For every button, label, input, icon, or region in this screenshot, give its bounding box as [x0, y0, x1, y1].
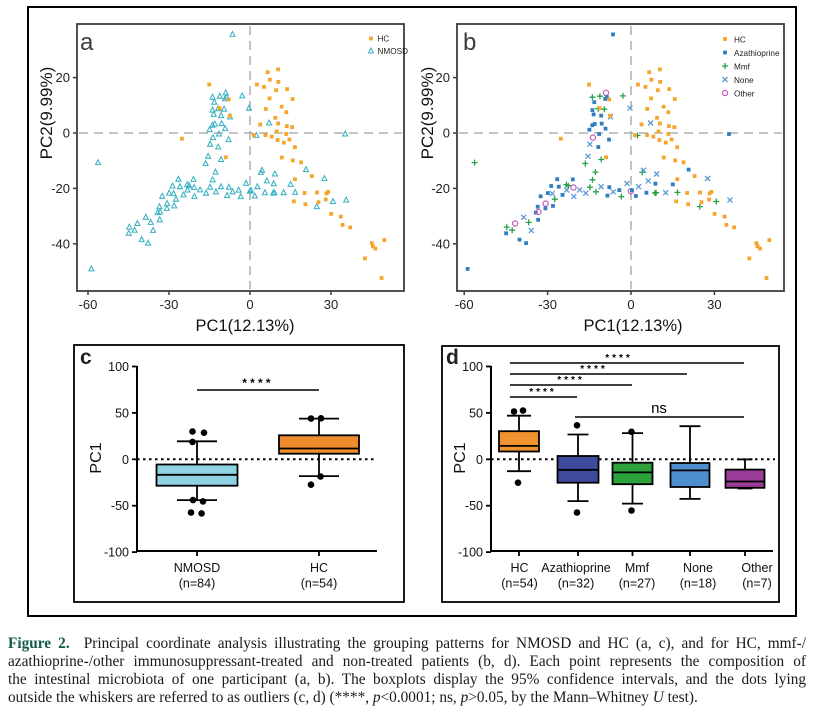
svg-text:-100: -100	[104, 546, 129, 560]
svg-text:-60: -60	[455, 297, 474, 312]
svg-text:None: None	[683, 561, 713, 575]
svg-text:0: 0	[627, 297, 634, 312]
svg-text:0: 0	[476, 453, 483, 467]
svg-text:Azathioprine: Azathioprine	[541, 561, 611, 575]
svg-text:****: ****	[242, 376, 273, 390]
svg-text:-60: -60	[79, 297, 98, 312]
svg-text:50: 50	[115, 406, 129, 420]
svg-text:0: 0	[443, 126, 450, 141]
svg-text:50: 50	[469, 406, 483, 420]
svg-text:-50: -50	[465, 499, 483, 513]
svg-text:PC1(12.13%): PC1(12.13%)	[195, 317, 294, 335]
svg-text:20: 20	[436, 70, 450, 85]
svg-text:-20: -20	[51, 181, 70, 196]
svg-text:PC2(9.99%): PC2(9.99%)	[37, 67, 56, 160]
svg-text:-100: -100	[458, 546, 483, 560]
svg-text:(n=54): (n=54)	[501, 577, 537, 591]
svg-text:(n=7): (n=7)	[742, 577, 772, 591]
svg-text:0: 0	[63, 126, 70, 141]
svg-text:30: 30	[707, 297, 721, 312]
svg-text:****: ****	[580, 364, 608, 375]
svg-text:c: c	[80, 346, 92, 369]
svg-text:0: 0	[122, 453, 129, 467]
svg-text:a: a	[80, 29, 94, 56]
svg-text:0: 0	[246, 297, 253, 312]
svg-text:None: None	[734, 76, 754, 85]
svg-text:****: ****	[557, 375, 585, 386]
svg-text:HC: HC	[310, 561, 328, 575]
svg-text:****: ****	[605, 353, 633, 364]
svg-text:100: 100	[462, 360, 483, 374]
svg-text:100: 100	[108, 360, 129, 374]
svg-text:-30: -30	[160, 297, 179, 312]
svg-text:PC1(12.13%): PC1(12.13%)	[583, 317, 682, 335]
svg-text:(n=27): (n=27)	[619, 577, 655, 591]
svg-text:ns: ns	[651, 400, 667, 417]
svg-text:(n=84): (n=84)	[179, 577, 215, 591]
svg-text:(n=18): (n=18)	[680, 577, 716, 591]
svg-text:(n=54): (n=54)	[301, 577, 337, 591]
svg-text:30: 30	[324, 297, 338, 312]
svg-text:PC1: PC1	[88, 442, 105, 473]
svg-text:Mmf: Mmf	[734, 63, 751, 72]
svg-text:****: ****	[529, 387, 557, 398]
svg-text:20: 20	[56, 70, 70, 85]
svg-text:HC: HC	[734, 36, 746, 45]
svg-text:b: b	[463, 29, 476, 56]
svg-text:PC2(9.99%): PC2(9.99%)	[418, 67, 437, 160]
svg-text:-40: -40	[431, 236, 450, 251]
svg-text:-40: -40	[51, 236, 70, 251]
svg-text:-30: -30	[538, 297, 557, 312]
svg-text:-50: -50	[111, 499, 129, 513]
svg-text:HC: HC	[378, 35, 390, 44]
svg-text:Other: Other	[741, 561, 772, 575]
svg-text:-20: -20	[431, 181, 450, 196]
svg-text:d: d	[446, 346, 459, 369]
svg-text:NMOSD: NMOSD	[174, 561, 221, 575]
svg-text:HC: HC	[510, 561, 528, 575]
svg-text:NMOSD: NMOSD	[378, 47, 409, 56]
svg-text:PC1: PC1	[452, 442, 469, 473]
svg-text:Other: Other	[734, 90, 755, 99]
svg-text:(n=32): (n=32)	[558, 577, 594, 591]
svg-text:Azathioprine: Azathioprine	[734, 49, 780, 58]
svg-text:Mmf: Mmf	[625, 561, 650, 575]
